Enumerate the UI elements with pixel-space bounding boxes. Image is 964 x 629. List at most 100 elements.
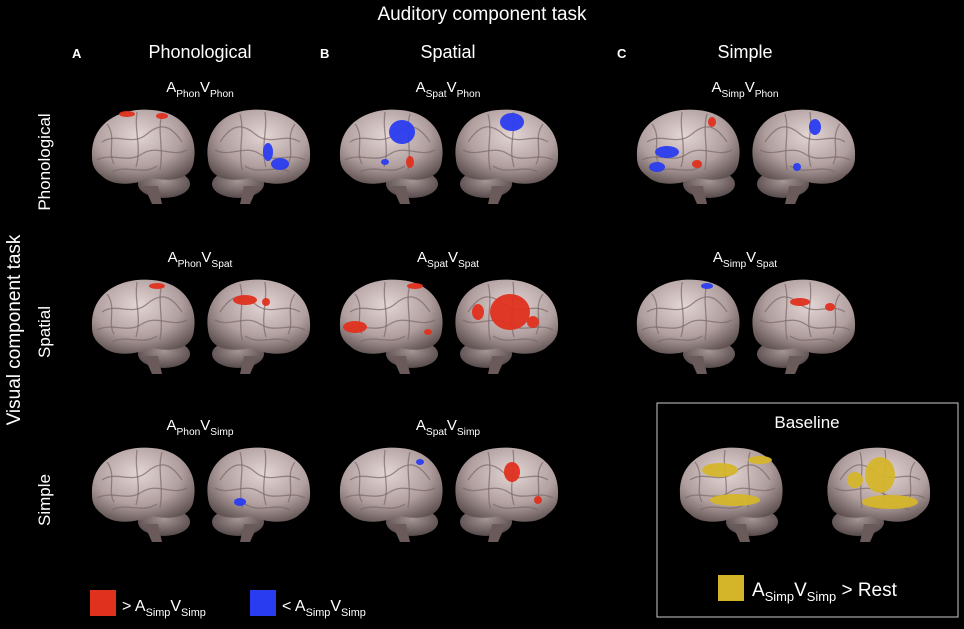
activation bbox=[119, 111, 135, 117]
label-sub: Phon bbox=[176, 427, 200, 438]
activation bbox=[234, 498, 246, 506]
gyrus bbox=[492, 335, 539, 343]
activation bbox=[701, 283, 713, 289]
row-label: Simple bbox=[35, 474, 54, 526]
brain bbox=[207, 279, 311, 374]
brain-stem bbox=[240, 524, 258, 542]
brain bbox=[752, 109, 856, 204]
label-sub: Simp bbox=[723, 259, 747, 270]
label-a: A bbox=[166, 417, 176, 434]
condition-label: ASimpVPhon bbox=[711, 79, 778, 100]
gyrus bbox=[656, 335, 703, 343]
gyrus bbox=[808, 281, 812, 338]
label-a: A bbox=[752, 580, 765, 601]
brain bbox=[339, 109, 443, 204]
condition-label: ASimpVSpat bbox=[713, 249, 777, 270]
gyrus bbox=[214, 487, 306, 499]
gyrus bbox=[219, 296, 301, 313]
brain-stem bbox=[392, 524, 410, 542]
brain bbox=[339, 447, 443, 542]
label-a: A bbox=[166, 79, 176, 96]
activation bbox=[381, 159, 389, 165]
brain-stem bbox=[144, 524, 162, 542]
gyrus bbox=[487, 283, 491, 341]
brain-stem bbox=[785, 186, 803, 204]
gyrus bbox=[111, 165, 158, 173]
activation bbox=[825, 303, 835, 311]
brain bbox=[91, 447, 195, 542]
brain bbox=[455, 447, 559, 542]
activation bbox=[406, 156, 414, 168]
gyrus bbox=[832, 123, 841, 165]
activation bbox=[262, 298, 270, 306]
gyrus bbox=[287, 123, 296, 165]
gyrus bbox=[832, 293, 841, 335]
gyrus bbox=[694, 461, 703, 503]
gyrus bbox=[407, 451, 411, 509]
gyrus bbox=[96, 319, 188, 331]
gyrus bbox=[467, 464, 549, 481]
brain-stem bbox=[689, 186, 707, 204]
gyrus bbox=[383, 449, 387, 506]
brain-stem bbox=[144, 186, 162, 204]
brain bbox=[827, 447, 931, 542]
gyrus bbox=[101, 126, 183, 143]
gyrus bbox=[808, 111, 812, 168]
label-v: V bbox=[447, 79, 457, 96]
activation bbox=[790, 298, 810, 306]
condition-label: > ASimpVSimp bbox=[122, 598, 206, 619]
label-a: A bbox=[711, 79, 721, 96]
brain bbox=[455, 279, 559, 374]
activation bbox=[389, 120, 415, 144]
label-sub: Simp bbox=[341, 607, 366, 619]
gyrus bbox=[219, 126, 301, 143]
gyrus bbox=[651, 293, 660, 335]
brain-stem bbox=[488, 356, 506, 374]
label-v: V bbox=[170, 598, 181, 615]
brain bbox=[207, 447, 311, 542]
brain bbox=[679, 447, 783, 542]
activation bbox=[847, 472, 863, 488]
activation bbox=[416, 459, 424, 465]
label-sub: Simp bbox=[721, 89, 745, 100]
row-label: Spatial bbox=[35, 306, 54, 358]
activation bbox=[233, 295, 257, 305]
gyrus bbox=[641, 149, 733, 161]
label-v: V bbox=[794, 580, 807, 601]
gyrus bbox=[263, 111, 267, 168]
label-v: V bbox=[448, 249, 458, 266]
gyrus bbox=[135, 111, 139, 168]
label-suffix: > Rest bbox=[836, 580, 897, 601]
brain-stem bbox=[392, 186, 410, 204]
condition-label: APhonVPhon bbox=[166, 79, 234, 100]
brain bbox=[207, 109, 311, 204]
gyrus bbox=[492, 503, 539, 511]
gyrus bbox=[214, 149, 306, 161]
column-label: Simple bbox=[717, 42, 772, 62]
row-label: Phonological bbox=[35, 113, 54, 210]
condition-label: APhonVSpat bbox=[168, 249, 233, 270]
brain bbox=[636, 279, 740, 374]
brain-stem bbox=[240, 356, 258, 374]
condition-label: ASpatVSimp bbox=[416, 417, 481, 438]
brain-stem bbox=[689, 356, 707, 374]
gyrus bbox=[487, 451, 491, 509]
gyrus bbox=[96, 487, 188, 499]
label-a: A bbox=[295, 598, 306, 615]
activation bbox=[343, 321, 367, 333]
brain bbox=[455, 109, 559, 204]
gyrus bbox=[344, 149, 436, 161]
brain-stem bbox=[144, 356, 162, 374]
gyrus bbox=[467, 126, 549, 143]
label-sub: Simp bbox=[181, 607, 206, 619]
panel-letter: C bbox=[617, 46, 627, 61]
gyrus bbox=[101, 464, 183, 481]
gyrus bbox=[239, 113, 243, 171]
activation bbox=[527, 316, 539, 328]
gyrus bbox=[263, 449, 267, 506]
brain bbox=[91, 109, 195, 204]
condition-label: ASpatVPhon bbox=[416, 79, 481, 100]
brain bbox=[636, 109, 740, 204]
label-sub: Spat bbox=[426, 89, 447, 100]
gyrus bbox=[244, 165, 291, 173]
